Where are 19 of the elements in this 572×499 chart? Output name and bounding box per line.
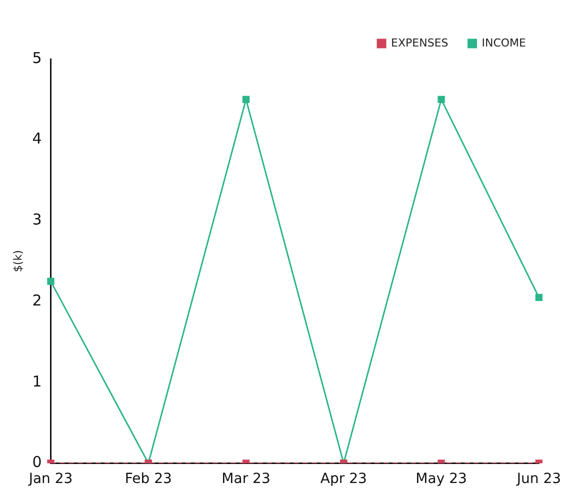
y-tick-label: 1 [32,372,42,390]
x-tick-label: Jan 23 [28,471,73,488]
x-tick-label: Feb 23 [124,471,172,488]
x-tick-label: Apr 23 [320,471,367,488]
y-axis-title: $(k) [11,250,24,272]
x-tick-label: Jun 23 [516,471,561,488]
x-tick-label: Mar 23 [222,471,270,488]
point [535,294,543,302]
y-tick-label: 3 [32,210,42,229]
y-tick-label: 4 [32,130,42,148]
legend-label: EXPENSES [391,36,448,50]
y-tick-label: 5 [32,48,42,67]
point [47,278,54,285]
y-tick-label: 2 [32,291,42,310]
legend-label: INCOME [482,36,526,50]
y-tick-label: 0 [32,453,42,472]
point [438,96,445,103]
point [242,96,250,103]
x-tick-label: May 23 [416,471,467,488]
